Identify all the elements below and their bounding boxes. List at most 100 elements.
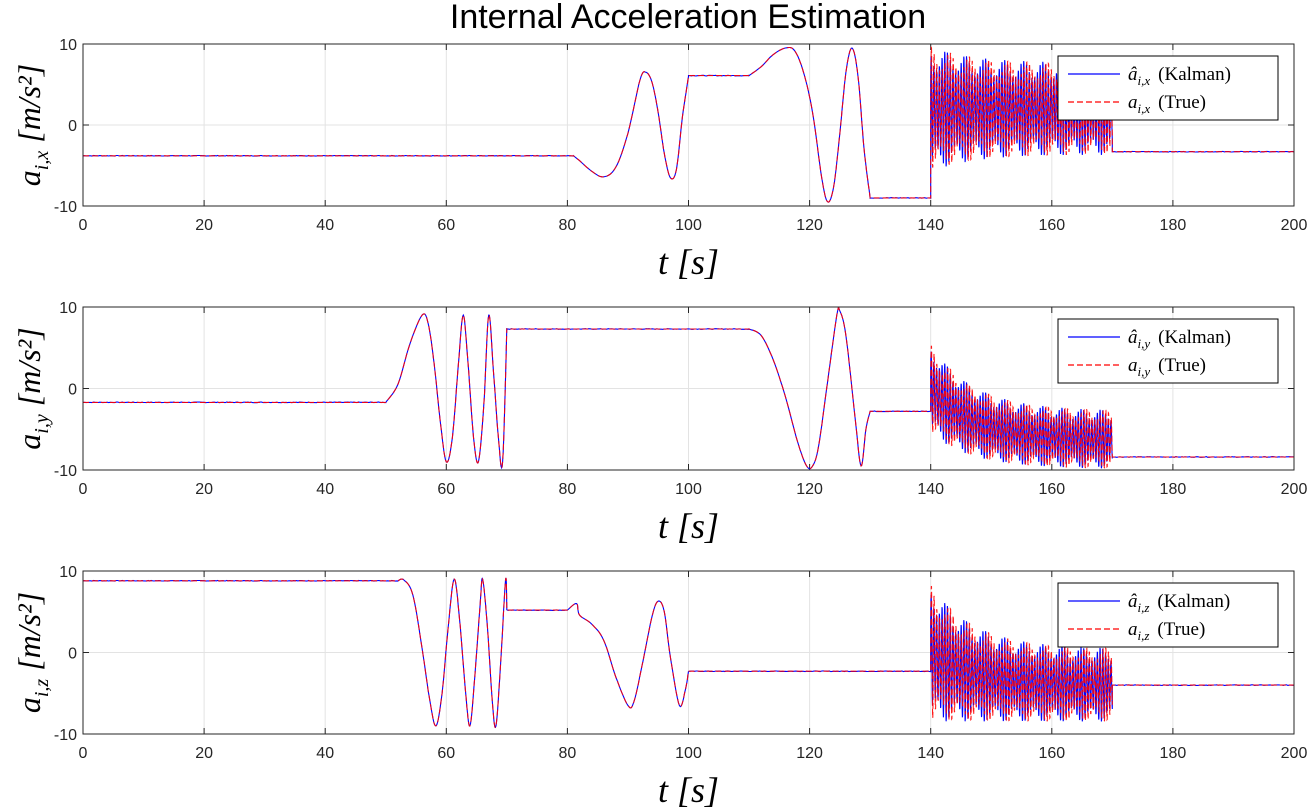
y-axis-label: ai,x [m/s²]: [11, 64, 53, 186]
legend-symbol: â: [1128, 327, 1138, 348]
legend-entry-kalman: âi,x (Kalman): [1128, 64, 1231, 88]
x-tick-label: 0: [79, 217, 88, 234]
x-tick-label: 200: [1281, 217, 1308, 234]
x-tick-label: 60: [437, 481, 455, 498]
x-tick-label: 160: [1038, 481, 1065, 498]
y-axis-label: ai,y [m/s²]: [11, 327, 53, 449]
y-axis-subscript: i,x: [31, 151, 53, 171]
x-tick-label: 20: [195, 745, 213, 762]
legend-subscript: i,x: [1138, 73, 1151, 88]
x-axis-variable: t: [658, 770, 677, 808]
x-tick-label: 160: [1038, 745, 1065, 762]
legend-symbol: â: [1128, 64, 1138, 85]
y-axis-unit: [m/s²]: [11, 64, 47, 143]
axes-box: [82, 43, 1295, 207]
axes-box: [82, 306, 1295, 471]
x-tick-label: 80: [559, 481, 577, 498]
legend-label: (True): [1158, 355, 1206, 376]
legend: âi,y (Kalman)ai,y (True): [1057, 318, 1279, 384]
x-axis-unit: [s]: [677, 770, 719, 808]
legend-label: (Kalman): [1158, 327, 1231, 348]
legend-label: (Kalman): [1157, 591, 1230, 612]
y-tick-label: -10: [54, 463, 77, 480]
x-tick-label: 80: [559, 745, 577, 762]
x-tick-label: 180: [1160, 217, 1187, 234]
y-tick-label: 10: [59, 300, 77, 317]
y-axis-unit: [m/s²]: [11, 327, 47, 406]
legend-entry-kalman: âi,y (Kalman): [1128, 327, 1231, 351]
legend-entry-kalman: âi,z (Kalman): [1128, 591, 1230, 615]
legend-symbol: â: [1128, 591, 1138, 612]
x-tick-label: 100: [675, 481, 702, 498]
x-tick-label: 180: [1160, 745, 1187, 762]
x-axis-label: t [s]: [658, 242, 719, 282]
x-tick-label: 80: [559, 217, 577, 234]
legend-label: (True): [1157, 619, 1205, 640]
figure-title: Internal Acceleration Estimation: [450, 0, 926, 36]
legend-entry-true: ai,y (True): [1128, 355, 1206, 379]
x-axis-variable: t: [658, 506, 677, 546]
legend: âi,x (Kalman)ai,x (True): [1057, 55, 1279, 121]
x-axis-variable: t: [658, 242, 677, 282]
x-tick-label: 140: [917, 217, 944, 234]
x-tick-label: 60: [437, 745, 455, 762]
legend-label: (Kalman): [1158, 64, 1231, 85]
legend-box: [1057, 55, 1279, 121]
x-tick-label: 40: [316, 217, 334, 234]
legend-entry-true: ai,z (True): [1128, 619, 1205, 643]
legend-subscript: i,y: [1138, 336, 1151, 351]
x-axis-unit: [s]: [677, 242, 719, 282]
y-axis-variable: a: [11, 697, 47, 713]
legend-subscript: i,x: [1138, 101, 1151, 116]
x-tick-label: 120: [796, 745, 823, 762]
x-axis-unit: [s]: [677, 506, 719, 546]
x-tick-label: 40: [316, 745, 334, 762]
y-axis-subscript: i,y: [31, 414, 53, 434]
legend-subscript: i,y: [1138, 364, 1151, 379]
x-axis-label: t [s]: [658, 770, 719, 808]
legend: âi,z (Kalman)ai,z (True): [1057, 582, 1279, 648]
x-tick-label: 200: [1281, 745, 1308, 762]
y-tick-label: -10: [54, 199, 77, 216]
x-tick-label: 140: [917, 745, 944, 762]
legend-symbol: a: [1128, 619, 1138, 640]
axes-box: [82, 570, 1295, 735]
x-tick-label: 100: [675, 745, 702, 762]
y-tick-label: 10: [59, 564, 77, 581]
legend-box: [1057, 318, 1279, 384]
legend-symbol: a: [1128, 92, 1138, 113]
y-tick-label: 0: [68, 646, 77, 663]
x-tick-label: 120: [796, 217, 823, 234]
series-true-line: [83, 577, 1294, 729]
y-tick-label: 0: [68, 382, 77, 399]
legend-subscript: i,z: [1138, 628, 1150, 643]
x-tick-label: 160: [1038, 217, 1065, 234]
x-tick-label: 180: [1160, 481, 1187, 498]
y-tick-label: 10: [59, 37, 77, 54]
x-tick-label: 200: [1281, 481, 1308, 498]
x-tick-label: 40: [316, 481, 334, 498]
legend-box: [1057, 582, 1279, 648]
x-tick-label: 60: [437, 217, 455, 234]
x-tick-label: 100: [675, 217, 702, 234]
y-axis-subscript: i,z: [31, 679, 53, 698]
legend-label: (True): [1158, 92, 1206, 113]
y-axis-unit: [m/s²]: [11, 592, 47, 671]
legend-entry-true: ai,x (True): [1128, 92, 1206, 116]
x-tick-label: 120: [796, 481, 823, 498]
y-tick-label: -10: [54, 727, 77, 744]
y-tick-label: 0: [68, 118, 77, 135]
x-tick-label: 0: [79, 481, 88, 498]
x-tick-label: 20: [195, 481, 213, 498]
x-tick-label: 140: [917, 481, 944, 498]
series-true-line: [83, 307, 1294, 470]
legend-symbol: a: [1128, 355, 1138, 376]
x-tick-label: 20: [195, 217, 213, 234]
y-axis-label: ai,z [m/s²]: [11, 592, 53, 713]
y-axis-variable: a: [11, 170, 47, 186]
legend-subscript: i,z: [1138, 600, 1150, 615]
